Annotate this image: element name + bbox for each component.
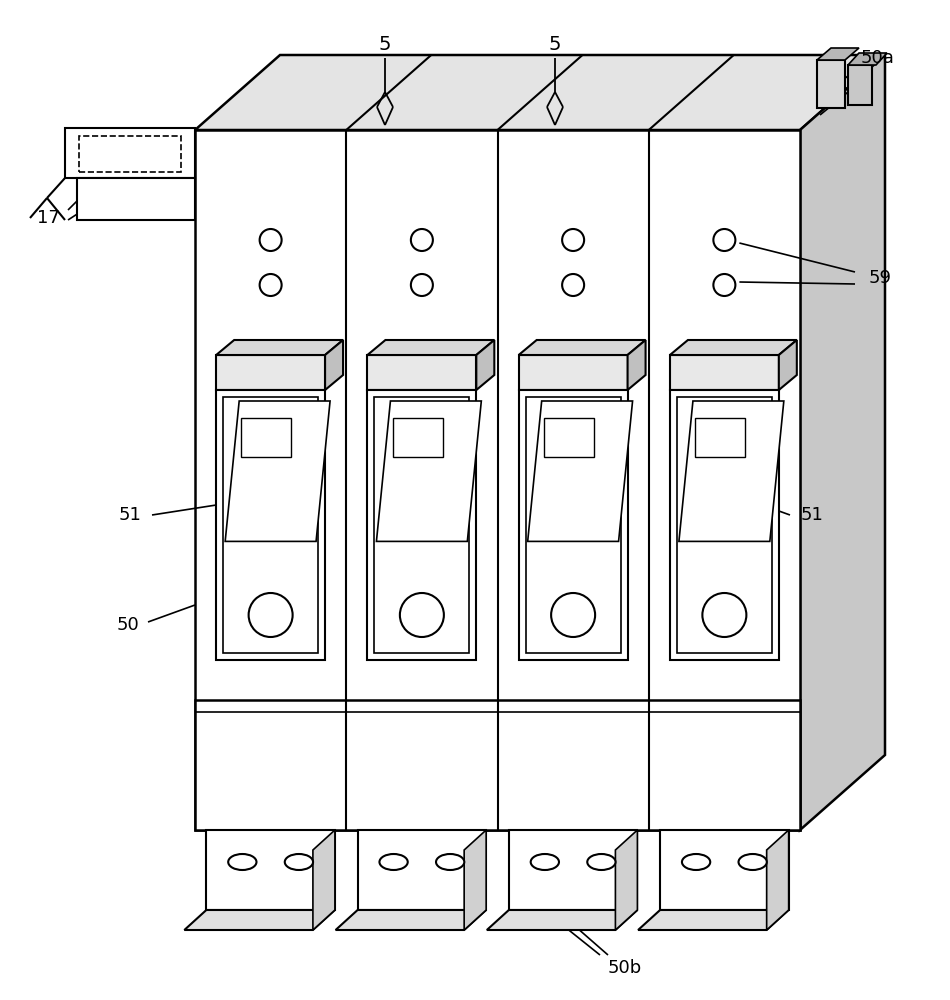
Bar (670, 390, 779, 660)
Circle shape (702, 593, 747, 637)
Ellipse shape (531, 854, 559, 870)
Text: 5: 5 (379, 35, 391, 54)
Bar (206, 830, 335, 910)
Polygon shape (335, 910, 486, 930)
Bar (519, 355, 628, 390)
Bar (77, 178, 195, 220)
Bar (519, 390, 628, 660)
Text: 50a: 50a (861, 49, 895, 67)
Ellipse shape (587, 854, 616, 870)
Ellipse shape (682, 854, 711, 870)
Bar (374, 397, 469, 653)
Polygon shape (313, 830, 335, 930)
Polygon shape (217, 340, 343, 355)
Bar (195, 700, 800, 830)
Bar (357, 830, 486, 910)
Bar (392, 418, 443, 457)
Polygon shape (779, 340, 797, 390)
Text: 17: 17 (36, 209, 60, 227)
Polygon shape (486, 910, 637, 930)
Bar (543, 418, 594, 457)
Text: 51: 51 (119, 506, 142, 524)
Bar (509, 830, 637, 910)
Bar (79, 136, 181, 172)
Polygon shape (476, 340, 494, 390)
Bar (677, 397, 771, 653)
Polygon shape (800, 55, 885, 830)
Circle shape (259, 229, 281, 251)
Circle shape (713, 274, 735, 296)
Bar (368, 390, 476, 660)
Polygon shape (376, 401, 482, 541)
Ellipse shape (285, 854, 314, 870)
Bar (368, 355, 476, 390)
Bar (525, 397, 620, 653)
Polygon shape (184, 910, 335, 930)
Bar (223, 397, 318, 653)
Circle shape (410, 274, 433, 296)
Text: 50b: 50b (608, 959, 642, 977)
Polygon shape (638, 910, 788, 930)
Text: 51: 51 (801, 506, 824, 524)
Polygon shape (628, 340, 646, 390)
Circle shape (562, 274, 584, 296)
Circle shape (410, 229, 433, 251)
Bar (670, 355, 779, 390)
Circle shape (249, 593, 293, 637)
Bar (65, 128, 195, 178)
Bar (195, 130, 800, 830)
Polygon shape (195, 55, 885, 130)
Bar (217, 390, 325, 660)
Ellipse shape (436, 854, 465, 870)
Polygon shape (670, 340, 797, 355)
Polygon shape (848, 53, 887, 65)
Text: 59: 59 (868, 269, 891, 287)
Polygon shape (465, 830, 486, 930)
Ellipse shape (379, 854, 408, 870)
Polygon shape (527, 401, 633, 541)
Polygon shape (679, 401, 784, 541)
Bar (660, 830, 788, 910)
Circle shape (400, 593, 444, 637)
Bar (848, 65, 872, 105)
Bar (217, 355, 325, 390)
Polygon shape (368, 340, 494, 355)
Bar (695, 418, 745, 457)
Circle shape (562, 229, 584, 251)
Bar (817, 60, 845, 108)
Bar (241, 418, 292, 457)
Polygon shape (325, 340, 343, 390)
Polygon shape (767, 830, 788, 930)
Circle shape (551, 593, 595, 637)
Polygon shape (616, 830, 637, 930)
Polygon shape (519, 340, 646, 355)
Text: 5: 5 (549, 35, 561, 54)
Polygon shape (817, 48, 859, 60)
Circle shape (713, 229, 735, 251)
Polygon shape (225, 401, 330, 541)
Ellipse shape (228, 854, 256, 870)
Text: 50: 50 (117, 616, 140, 634)
Ellipse shape (738, 854, 767, 870)
Circle shape (259, 274, 281, 296)
